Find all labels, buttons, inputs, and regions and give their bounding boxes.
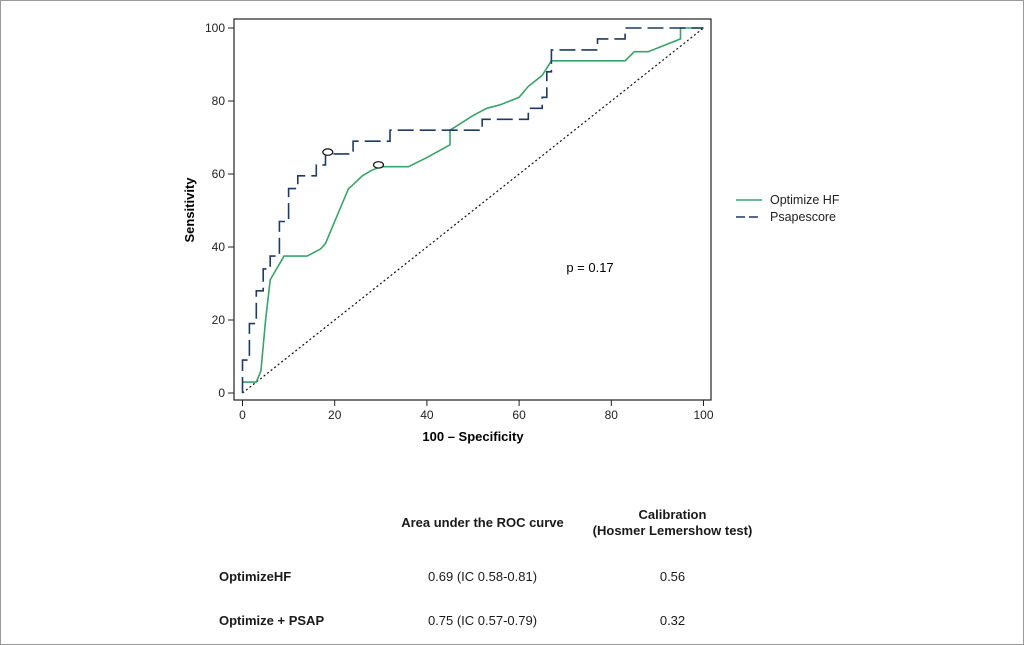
y-tick-label: 100 <box>205 21 225 35</box>
p-value-annotation: p = 0.17 <box>566 260 613 275</box>
x-tick-label: 60 <box>512 408 526 422</box>
plot-frame <box>233 18 712 401</box>
chart-ticks: 0 20 40 60 80 100 0 20 40 60 80 100 <box>205 21 714 422</box>
y-tick-label: 80 <box>212 94 226 108</box>
y-tick-label: 20 <box>212 313 226 327</box>
table-header-calibration: Calibration (Hosmer Lemershow test) <box>585 507 760 539</box>
y-axis-label: Sensitivity <box>182 177 197 243</box>
chart-axes <box>233 18 712 401</box>
x-tick-label: 40 <box>420 408 434 422</box>
series-line-psapescore <box>241 27 704 393</box>
series-line-optimize-hf <box>242 27 704 383</box>
cutoff-marker <box>322 148 334 156</box>
row-calibration: 0.56 <box>659 569 686 584</box>
x-tick-label: 80 <box>605 408 619 422</box>
reference-diagonal <box>242 27 704 394</box>
chart-series <box>241 27 704 394</box>
y-tick-label: 0 <box>218 386 225 400</box>
row-label: Optimize + PSAP <box>219 613 325 628</box>
roc-chart: 0 20 40 60 80 100 0 20 40 60 80 100 100 – Specifici… <box>182 18 840 444</box>
table-header-calibration-line1: Calibration <box>638 507 707 522</box>
y-tick-label: 60 <box>212 167 226 181</box>
x-tick-label: 100 <box>693 408 713 422</box>
chart-legend: Optimize HF Psapescore <box>736 193 840 224</box>
row-calibration: 0.32 <box>659 613 686 628</box>
row-label: OptimizeHF <box>219 569 292 584</box>
legend-label: Optimize HF <box>770 193 840 207</box>
cutoff-marker <box>372 161 385 169</box>
x-axis-label: 100 – Specificity <box>422 429 524 444</box>
x-tick-label: 0 <box>239 408 246 422</box>
table-header-auc: Area under the ROC curve <box>401 515 564 530</box>
table-header-calibration-line2: (Hosmer Lemershow test) <box>592 523 753 538</box>
row-auc: 0.69 (IC 0.58-0.81) <box>427 569 538 584</box>
x-tick-label: 20 <box>328 408 342 422</box>
y-tick-label: 40 <box>212 240 226 254</box>
legend-label: Psapescore <box>770 210 836 224</box>
row-auc: 0.75 (IC 0.57-0.79) <box>427 613 538 628</box>
